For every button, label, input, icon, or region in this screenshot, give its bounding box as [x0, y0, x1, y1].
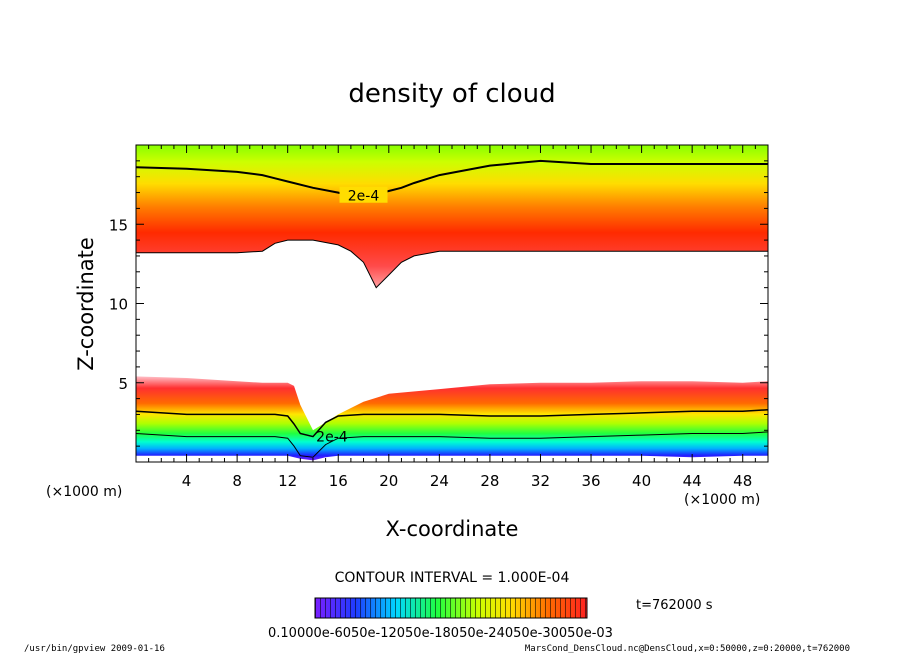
- x-tick-label: 40: [632, 472, 651, 490]
- lower-contour-1e-4: [136, 431, 768, 458]
- x-tick-label: 4: [182, 472, 192, 490]
- x-tick-label: 20: [379, 472, 398, 490]
- x-axis-ticks: 4 8 12 16 20 24 28 32 36 40 44 48: [148, 145, 756, 490]
- chart-title: density of cloud: [348, 79, 555, 109]
- x-tick-label: 32: [531, 472, 550, 490]
- x-axis-label: X-coordinate: [386, 517, 519, 541]
- x-tick-label: 44: [683, 472, 702, 490]
- colorbar-labels: 0.10000e-6050e-12050e-18050e-24050e-3005…: [268, 626, 613, 641]
- x-tick-label: 24: [430, 472, 449, 490]
- y-tick-label: 5: [118, 375, 128, 393]
- lower-cloud-layer: [136, 376, 768, 461]
- y-axis-ticks: 5 10 15: [109, 160, 768, 447]
- y-axis-label: Z-coordinate: [74, 237, 98, 371]
- x-tick-label: 28: [480, 472, 499, 490]
- colorbar-frame: [314, 597, 588, 619]
- contour-label-background: [339, 186, 388, 203]
- time-label: t=762000 s: [636, 598, 713, 613]
- x-tick-label: 36: [581, 472, 600, 490]
- plot-area: [136, 145, 768, 462]
- contour-interval-text: CONTOUR INTERVAL = 1.000E-04: [335, 570, 570, 586]
- x-unit-label-left: (×1000 m): [46, 484, 122, 500]
- x-tick-label: 16: [329, 472, 348, 490]
- colorbar: [314, 597, 588, 619]
- y-tick-label: 15: [109, 216, 128, 234]
- upper-cloud-layer: [136, 145, 768, 288]
- upper-layer-edge-contour: [136, 239, 768, 289]
- footer-right: MarsCond_DensCloud.nc@DensCloud,x=0:5000…: [525, 644, 850, 654]
- x-tick-label: 8: [232, 472, 242, 490]
- x-tick-label: 48: [733, 472, 752, 490]
- lower-contour-2e-4: [136, 408, 768, 438]
- contour-label-upper: 2e-4: [348, 189, 380, 205]
- x-tick-label: 12: [278, 472, 297, 490]
- y-tick-label: 10: [109, 296, 128, 314]
- x-unit-label-right: (×1000 m): [684, 492, 760, 508]
- colorbar-stripes: [315, 598, 587, 618]
- footer-left: /usr/bin/gpview 2009-01-16: [24, 644, 165, 654]
- contour-label-lower: 2e-4: [316, 430, 348, 446]
